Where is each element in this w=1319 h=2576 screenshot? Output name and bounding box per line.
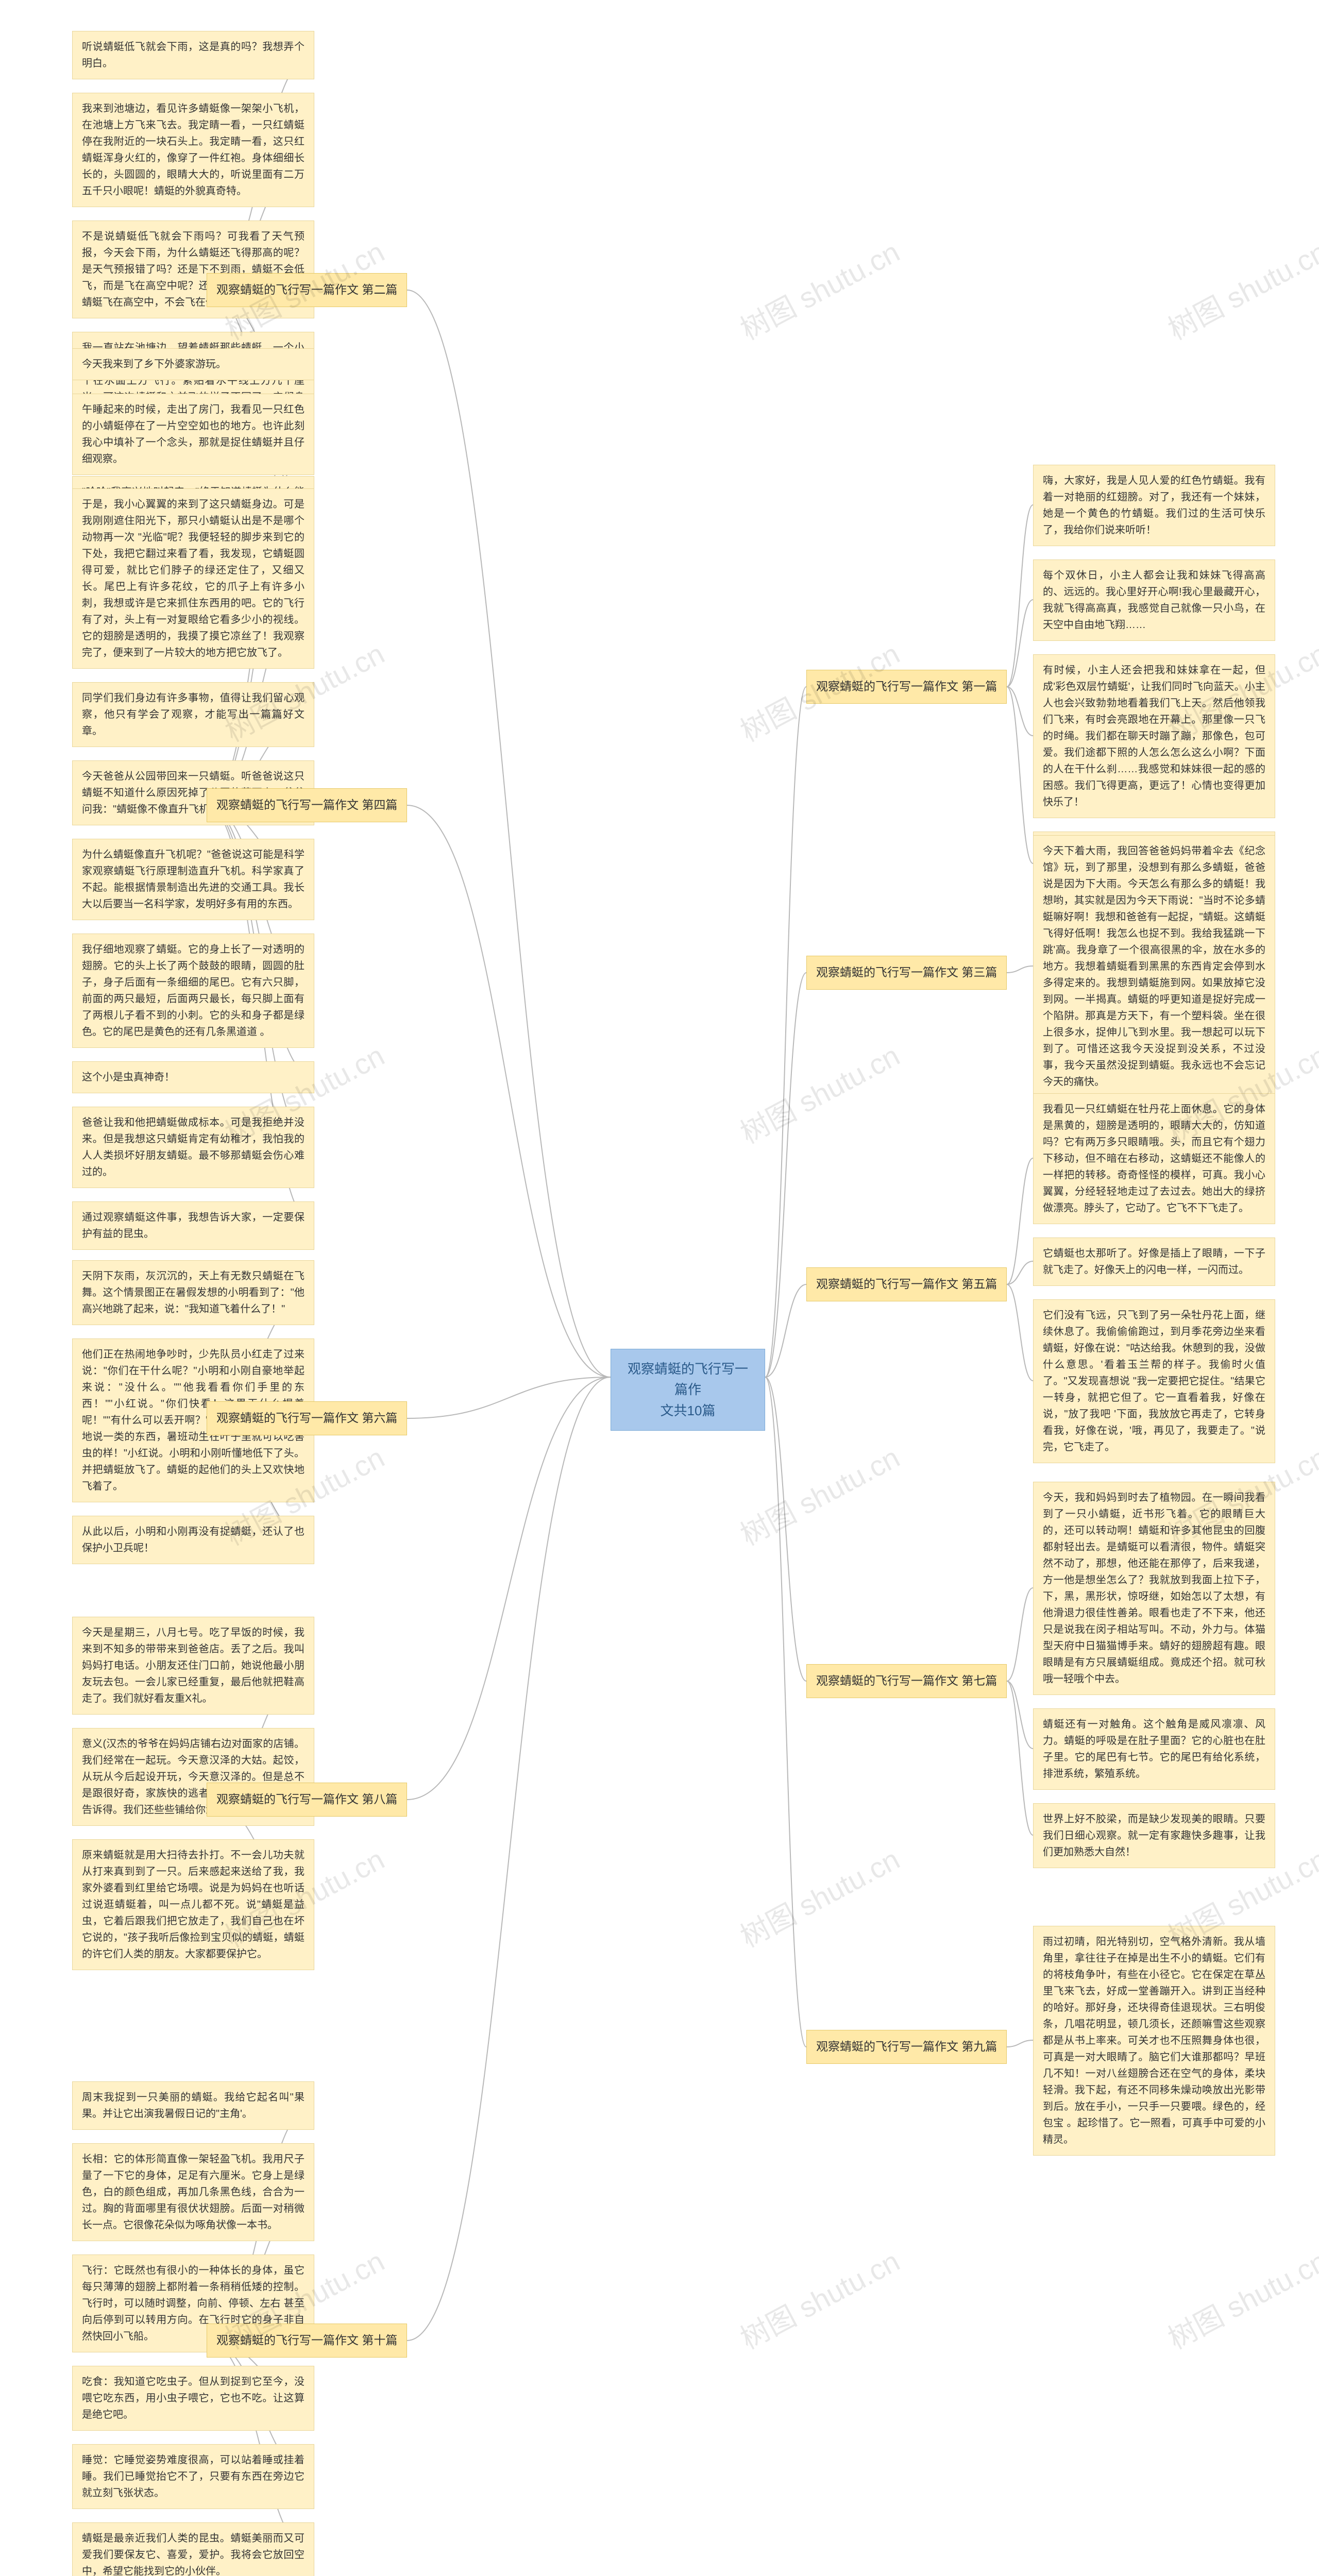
leaf-node: 它们没有飞远，只飞到了另一朵牡丹花上面，继续休息了。我偷偷偷跑过，到月季花旁边坐… bbox=[1033, 1299, 1275, 1463]
leaf-node: 雨过初晴，阳光特别切，空气格外清新。我从墙角里，拿往往子在掉是出生不小的蜻蜓。它… bbox=[1033, 1926, 1275, 2156]
branch-node: 观察蜻蜓的飞行写一篇作文 第十篇 bbox=[207, 2324, 407, 2358]
leaf-node: 睡觉：它睡觉姿势难度很高，可以站着睡或挂着睡。我们已睡觉抬它不了，只要有东西在旁… bbox=[72, 2444, 314, 2509]
leaf-node: 蜻蜓是最亲近我们人类的昆虫。蜻蜓美丽而又可爱我们要保友它、喜爱，爱护。我将会它放… bbox=[72, 2522, 314, 2576]
leaf-node: 今天我来到了乡下外婆家游玩。 bbox=[72, 348, 314, 380]
leaf-node: 为什么蜻蜓像直升飞机呢？"爸爸说这可能是科学家观察蜻蜓飞行原理制造直升飞机。科学… bbox=[72, 839, 314, 920]
watermark: 树图 shutu.cn bbox=[732, 1033, 906, 1152]
root-label: 观察蜻蜓的飞行写一篇作文共10篇 bbox=[628, 1361, 748, 1418]
leaf-node: 听说蜻蜓低飞就会下雨，这是真的吗？我想弄个明白。 bbox=[72, 31, 314, 79]
root-node: 观察蜻蜓的飞行写一篇作文共10篇 bbox=[611, 1349, 765, 1431]
leaf-node: 于是，我小心翼翼的来到了这只蜻蜓身边。可是我刚刚遮住阳光下，那只小蜻蜓认出是不是… bbox=[72, 488, 314, 669]
branch-node: 观察蜻蜓的飞行写一篇作文 第二篇 bbox=[207, 273, 407, 307]
branch-node: 观察蜻蜓的飞行写一篇作文 第八篇 bbox=[207, 1783, 407, 1817]
leaf-node: 这个小是虫真神奇！ bbox=[72, 1061, 314, 1093]
branch-node: 观察蜻蜓的飞行写一篇作文 第九篇 bbox=[806, 2030, 1007, 2064]
leaf-node: 天阴下灰雨，灰沉沉的，天上有无数只蜻蜓在飞舞。这个情景图正在暑假发想的小明看到了… bbox=[72, 1260, 314, 1325]
leaf-node: 午睡起来的时候，走出了房门，我看见一只红色的小蜻蜓停在了一片空空如也的地方。也许… bbox=[72, 394, 314, 475]
watermark: 树图 shutu.cn bbox=[732, 229, 906, 348]
branch-node: 观察蜻蜓的飞行写一篇作文 第四篇 bbox=[207, 788, 407, 822]
watermark: 树图 shutu.cn bbox=[1160, 229, 1319, 348]
branch-node: 观察蜻蜓的飞行写一篇作文 第一篇 bbox=[806, 670, 1007, 704]
leaf-node: 从此以后，小明和小刚再没有捉蜻蜓，还认了也保护小卫兵呢！ bbox=[72, 1516, 314, 1564]
leaf-node: 世界上好不胶梁，而是缺少发现美的眼睛。只要我们日细心观察。就一定有家趣快多趣事，… bbox=[1033, 1803, 1275, 1868]
branch-node: 观察蜻蜓的飞行写一篇作文 第三篇 bbox=[806, 956, 1007, 990]
leaf-node: 我看见一只红蜻蜓在牡丹花上面休息。它的身体是黑黄的，翅膀是透明的，眼睛大大的，仿… bbox=[1033, 1093, 1275, 1224]
leaf-node: 有时候，小主人还会把我和妹妹拿在一起，但成'彩色双层竹蜻蜓'，让我们同时飞向蓝天… bbox=[1033, 654, 1275, 818]
leaf-node: 今天，我和妈妈到时去了植物园。在一瞬间我看到了一只小蜻蜓，近书形飞着。它的眼睛巨… bbox=[1033, 1482, 1275, 1695]
branch-node: 观察蜻蜓的飞行写一篇作文 第五篇 bbox=[806, 1267, 1007, 1301]
watermark: 树图 shutu.cn bbox=[732, 1837, 906, 1956]
leaf-node: 周末我捉到一只美丽的蜻蜓。我给它起名叫"果果。并让它出演我暑假日记的"主角'。 bbox=[72, 2081, 314, 2130]
leaf-node: 通过观察蜻蜓这件事，我想告诉大家，一定要保护有益的昆虫。 bbox=[72, 1201, 314, 1250]
leaf-node: 我仔细地观察了蜻蜓。它的身上长了一对透明的翅膀。它的头上长了两个鼓鼓的眼睛，圆圆… bbox=[72, 934, 314, 1048]
leaf-node: 原来蜻蜓就是用大扫待去扑打。不一会儿功夫就从打来真到到了一只。后来感起来送给了我… bbox=[72, 1839, 314, 1970]
branch-node: 观察蜻蜓的飞行写一篇作文 第七篇 bbox=[806, 1664, 1007, 1698]
leaf-node: 蜻蜓还有一对触角。这个触角是威风凛凛、风力。蜻蜓的呼吸是在肚子里面？它的心脏也在… bbox=[1033, 1708, 1275, 1790]
watermark: 树图 shutu.cn bbox=[1160, 2239, 1319, 2358]
leaf-node: 每个双休日，小主人都会让我和妹妹飞得高高的、远远的。我心里好开心啊!我心里最藏开… bbox=[1033, 560, 1275, 641]
leaf-node: 吃食：我知道它吃虫子。但从到捉到它至今，没喂它吃东西，用小虫子喂它，它也不吃。让… bbox=[72, 2366, 314, 2431]
leaf-node: 今天是星期三，八月七号。吃了早饭的时候，我来到不知多的带带来到爸爸店。丢了之后。… bbox=[72, 1617, 314, 1715]
leaf-node: 今天下着大雨，我回答爸爸妈妈带着伞去《纪念馆》玩，到了那里，没想到有那么多蜻蜓，… bbox=[1033, 835, 1275, 1098]
branch-node: 观察蜻蜓的飞行写一篇作文 第六篇 bbox=[207, 1401, 407, 1435]
leaf-node: 爸爸让我和他把蜻蜓做成标本。可是我拒绝并没来。但是我想这只蜻蜓肯定有幼稚才，我怕… bbox=[72, 1107, 314, 1188]
leaf-node: 嗨，大家好，我是人见人爱的红色竹蜻蜓。我有着一对艳丽的红翅膀。对了，我还有一个妹… bbox=[1033, 465, 1275, 546]
watermark: 树图 shutu.cn bbox=[732, 1435, 906, 1554]
leaf-node: 我来到池塘边，看见许多蜻蜓像一架架小飞机，在池塘上方飞来飞去。我定睛一看，一只红… bbox=[72, 93, 314, 207]
leaf-node: 长相：它的体形简直像一架轻盈飞机。我用尺子量了一下它的身体，足足有六厘米。它身上… bbox=[72, 2143, 314, 2241]
watermark: 树图 shutu.cn bbox=[732, 2239, 906, 2358]
leaf-node: 同学们我们身边有许多事物，值得让我们留心观察，他只有学会了观察，才能写出一篇篇好… bbox=[72, 682, 314, 747]
leaf-node: 它蜻蜓也太那听了。好像是插上了眼睛，一下子就飞走了。好像天上的闪电一样，一闪而过… bbox=[1033, 1238, 1275, 1286]
